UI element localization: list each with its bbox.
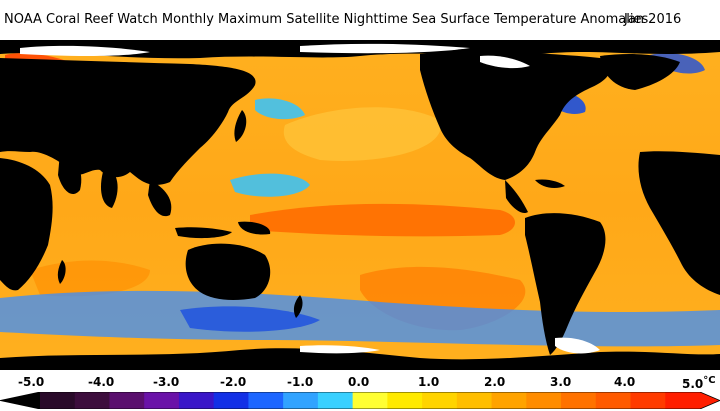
indochina: [148, 180, 172, 217]
scale-swatch: [561, 392, 597, 409]
scale-swatch: [595, 392, 632, 409]
japan: [234, 110, 247, 142]
scale-swatch: [283, 392, 319, 409]
west-pacific-cool-patch: [230, 173, 310, 197]
australia: [185, 243, 271, 300]
world-map-svg: [0, 40, 720, 370]
madagascar: [57, 260, 66, 284]
scale-swatch: [40, 392, 76, 409]
scale-arrow-left: [0, 392, 40, 409]
weddell-sea-ice: [555, 337, 600, 354]
scale-swatch: [665, 392, 701, 409]
scale-swatch: [422, 392, 458, 409]
scale-swatch: [387, 392, 423, 409]
scale-swatch: [178, 392, 215, 409]
scale-label: 5.0°C: [682, 375, 716, 391]
scale-label: -4.0: [88, 375, 115, 389]
africa-west: [638, 151, 720, 295]
africa-east: [0, 158, 53, 291]
scale-label: 1.0: [418, 375, 440, 389]
caribbean-islands: [535, 179, 565, 188]
arctic-sea-ice-west: [20, 45, 150, 56]
scale-swatch: [630, 392, 666, 409]
greenland: [600, 54, 680, 90]
hudson-bay-ice: [480, 55, 530, 69]
kuroshio-cool-patch: [255, 98, 305, 120]
scale-label: -2.0: [220, 375, 247, 389]
map-title-bar: NOAA Coral Reef Watch Monthly Maximum Sa…: [0, 0, 720, 40]
equatorial-pacific-hot-band: [250, 203, 515, 237]
scale-label: -5.0: [18, 375, 45, 389]
new-zealand: [293, 295, 303, 318]
ross-sea-ice: [300, 345, 380, 354]
scale-label: -3.0: [153, 375, 180, 389]
scale-swatch: [352, 392, 388, 409]
sea-ice: [20, 43, 600, 354]
central-america: [505, 180, 528, 214]
sst-anomaly-map: [0, 40, 720, 370]
antarctica: [0, 348, 720, 370]
scale-label: 3.0: [550, 375, 572, 389]
scale-swatch: [491, 392, 527, 409]
scale-label: 4.0: [614, 375, 636, 389]
scale-swatch: [213, 392, 249, 409]
southern-ocean-cold-patch: [180, 306, 320, 332]
north-america: [420, 51, 611, 181]
scale-arrow-right: [700, 392, 720, 409]
indian-subcontinent: [100, 165, 118, 208]
arctic-sea-ice-central: [300, 43, 470, 54]
scale-swatch: [317, 392, 354, 409]
indonesia: [175, 227, 232, 239]
scale-swatch: [526, 392, 562, 409]
scale-unit: °C: [703, 375, 716, 386]
scale-label: 0.0: [348, 375, 370, 389]
arabian-peninsula: [58, 152, 82, 195]
southern-ocean-cool-band: [0, 290, 720, 347]
north-pacific-warm-patch: [283, 107, 441, 161]
map-title: NOAA Coral Reef Watch Monthly Maximum Sa…: [4, 12, 649, 27]
color-scale-bar: [0, 392, 720, 409]
new-guinea: [238, 221, 271, 235]
south-america: [525, 213, 606, 355]
scale-swatch: [109, 392, 145, 409]
color-scale-legend: -5.0 -4.0 -3.0 -2.0 -1.0 0.0 1.0 2.0 3.0 4.0 5.0°C: [0, 370, 720, 411]
scale-swatch: [74, 392, 110, 409]
scale-swatch: [248, 392, 284, 409]
scale-label: -1.0: [287, 375, 314, 389]
scale-label: 2.0: [484, 375, 506, 389]
scale-swatch: [456, 392, 493, 409]
map-date: Jan 2016: [624, 12, 682, 27]
scale-swatch: [144, 392, 180, 409]
